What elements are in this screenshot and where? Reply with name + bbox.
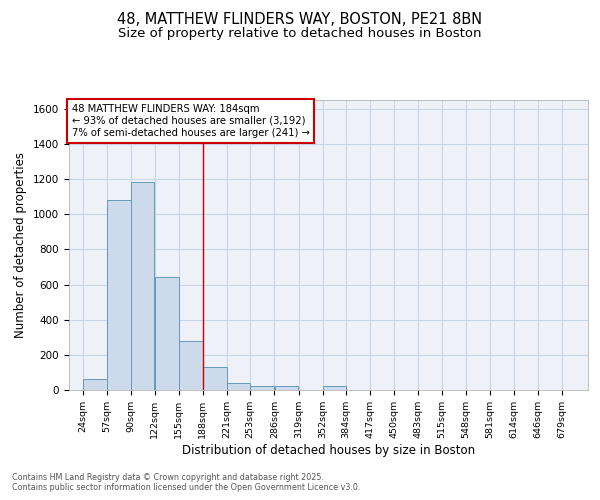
Y-axis label: Number of detached properties: Number of detached properties: [14, 152, 28, 338]
Bar: [227, 383, 250, 390]
Text: 48, MATTHEW FLINDERS WAY, BOSTON, PE21 8BN: 48, MATTHEW FLINDERS WAY, BOSTON, PE21 8…: [118, 12, 482, 28]
Bar: [131, 182, 154, 390]
Bar: [323, 386, 346, 390]
Text: Contains HM Land Registry data © Crown copyright and database right 2025.
Contai: Contains HM Land Registry data © Crown c…: [12, 473, 361, 492]
Text: Size of property relative to detached houses in Boston: Size of property relative to detached ho…: [118, 28, 482, 40]
Bar: [155, 276, 179, 390]
Bar: [275, 386, 298, 390]
Bar: [250, 386, 274, 390]
Text: 48 MATTHEW FLINDERS WAY: 184sqm
← 93% of detached houses are smaller (3,192)
7% : 48 MATTHEW FLINDERS WAY: 184sqm ← 93% of…: [71, 104, 310, 138]
Bar: [179, 341, 203, 390]
Bar: [203, 367, 227, 390]
Bar: [83, 380, 107, 390]
Bar: [107, 200, 131, 390]
X-axis label: Distribution of detached houses by size in Boston: Distribution of detached houses by size …: [182, 444, 475, 456]
